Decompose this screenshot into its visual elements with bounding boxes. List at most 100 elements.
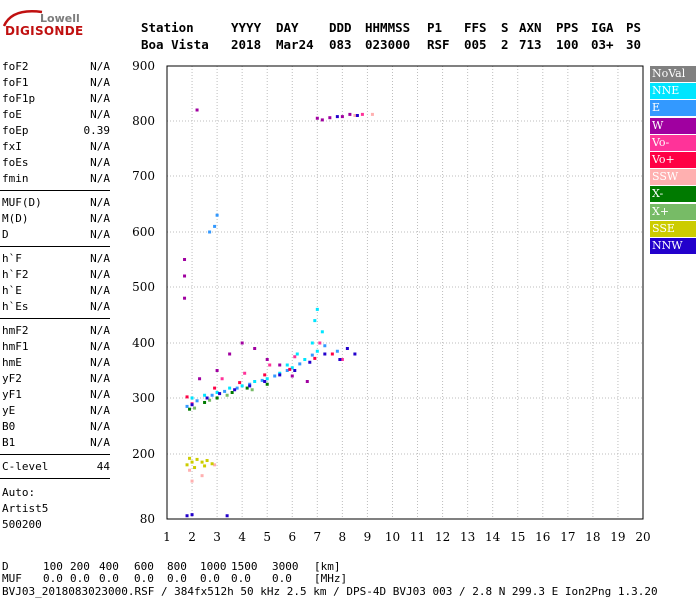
data-point [315,307,319,311]
muf-value: 0.0 [272,572,292,585]
data-point [183,296,187,300]
header-label: HHMMSS [365,20,411,35]
data-point [240,341,244,345]
data-point [263,380,267,383]
data-point [253,380,257,383]
param-row: h`E N/A [2,284,110,298]
y-tick-label: 400 [132,336,155,350]
data-point [190,460,194,464]
muf-d-value: 1500 [231,560,258,573]
data-point [183,258,187,261]
param-value: N/A [90,268,110,281]
data-point [190,396,194,400]
x-tick-label: 10 [385,530,400,544]
legend-item: E [650,100,696,117]
data-point [310,341,314,345]
legend-item: X+ [650,203,696,220]
data-point [248,384,252,388]
data-point [345,347,349,350]
data-point [230,391,234,394]
muf-d-value: 200 [70,560,90,573]
data-point [288,367,292,371]
data-point [278,371,282,375]
param-value: N/A [90,356,110,369]
data-point [208,398,212,402]
muf-d-value: 800 [167,560,187,573]
y-tick-label: 300 [132,391,155,405]
data-point [210,393,214,397]
param-name: h`F [2,252,22,265]
muf-d-value: 3000 [272,560,299,573]
header-label: Station [141,20,194,35]
param-value: N/A [90,404,110,417]
param-value: N/A [90,60,110,73]
header-value: 2018 [231,37,262,52]
param-row: M(D) N/A [2,212,110,226]
data-point [193,466,197,470]
divider [0,190,110,191]
y-tick-label: 800 [132,114,155,128]
data-point [190,479,194,483]
header-label: FFS [464,20,487,35]
muf-d-unit: [km] [314,560,341,573]
data-point [265,358,269,361]
param-value: N/A [90,76,110,89]
data-point [215,213,219,217]
muf-label: MUF [2,572,22,585]
param-name: foEs [2,156,29,169]
legend-item: SSE [650,220,696,237]
x-tick-label: 4 [238,530,246,544]
param-value: N/A [90,436,110,449]
legend-item: Vo+ [650,152,696,168]
data-point [220,377,224,381]
header-value: 083 [329,37,352,52]
y-tick-label: 200 [132,447,155,461]
header-value: Boa Vista [141,37,209,52]
data-point [233,388,237,392]
data-point [183,274,187,278]
data-point [190,403,194,407]
data-point [225,514,229,518]
x-tick-label: 7 [313,530,321,544]
param-row: hmE N/A [2,356,110,370]
data-point [228,386,232,390]
data-point [293,369,297,372]
param-row: yE N/A [2,404,110,418]
data-point [315,349,319,353]
header-value: 2 [501,37,509,52]
header-label: YYYY [231,20,262,35]
data-point [293,355,297,359]
data-point [278,373,282,377]
x-tick-label: 15 [510,530,525,544]
legend-item: X- [650,186,696,203]
header-label: IGA [591,20,614,35]
x-tick-label: 13 [460,530,475,544]
legend-item: NNW [650,238,696,254]
header-label: DDD [329,20,352,35]
data-point [308,360,312,364]
data-point [238,381,242,385]
param-row: C-level 44 [2,460,110,474]
data-point [335,115,339,119]
data-point [215,369,219,372]
param-value: 0.39 [83,124,111,137]
data-point [203,400,207,404]
data-point [303,358,307,361]
data-point [200,474,204,478]
param-row: h`F N/A [2,252,110,266]
param-value: N/A [90,156,110,169]
data-point [250,388,254,392]
data-point [340,115,344,119]
x-tick-label: 5 [263,530,271,544]
muf-value: 0.0 [43,572,63,585]
data-point [265,382,269,386]
y-tick-label: 600 [132,225,155,239]
param-row: hmF1 N/A [2,340,110,354]
param-name: yE [2,404,16,417]
data-point [203,393,207,397]
legend-item: W [650,117,696,134]
x-tick-label: 12 [435,530,450,544]
data-point [205,396,209,400]
param-row: B0 N/A [2,420,110,434]
x-tick-label: 1 [163,530,171,544]
